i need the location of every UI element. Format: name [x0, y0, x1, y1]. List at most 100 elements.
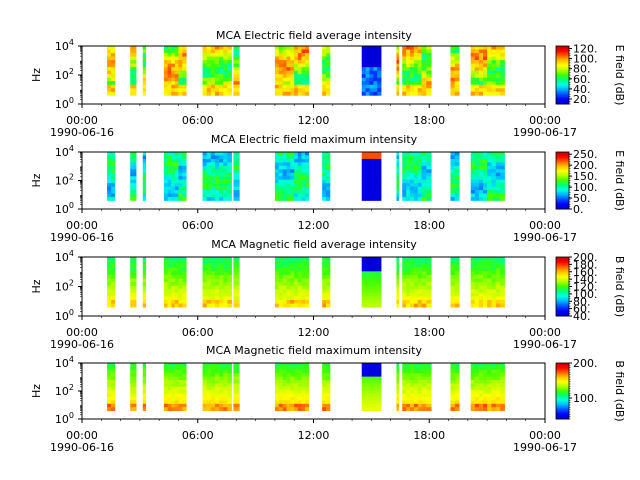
heatmap-cell [223, 296, 228, 301]
heatmap-cell [301, 165, 306, 170]
heatmap-cell [286, 169, 291, 174]
heatmap-cell [426, 271, 432, 276]
heatmap-cell [474, 274, 480, 279]
heatmap-cell [214, 74, 220, 79]
heatmap-cell [182, 383, 187, 388]
heatmap-cell [421, 274, 427, 279]
colorbar-band [556, 159, 569, 162]
heatmap-cell [167, 77, 172, 82]
heatmap-cell [361, 70, 366, 75]
heatmap-cell [361, 299, 366, 304]
heatmap-cell [210, 84, 216, 89]
heatmap-cell [182, 264, 187, 269]
heatmap-cell [326, 152, 331, 156]
heatmap-cell [163, 70, 169, 75]
heatmap-cell [107, 67, 112, 72]
heatmap-cell [107, 369, 112, 374]
heatmap-cell [396, 190, 400, 194]
heatmap-cell [377, 74, 382, 79]
heatmap-cell [474, 296, 480, 301]
heatmap-cell [417, 162, 422, 167]
heatmap-cell [274, 400, 280, 405]
heatmap-cell [178, 63, 183, 68]
heatmap-cell [297, 190, 302, 194]
heatmap-cell [202, 285, 208, 290]
x-ticks: 00:00 06:00 12:00 18:00 00:00 [66, 316, 561, 339]
heatmap-cell [474, 264, 480, 269]
heatmap-cell [396, 70, 400, 75]
heatmap-cell [406, 299, 411, 304]
heatmap-cell [274, 179, 280, 184]
heatmap-cell [202, 77, 208, 82]
heatmap-cell [421, 267, 427, 272]
heatmap-cell [167, 403, 172, 408]
heatmap-cell [402, 46, 407, 50]
heatmap-cell [174, 369, 179, 374]
heatmap-cell [297, 299, 302, 304]
heatmap-cell [454, 296, 460, 301]
heatmap-cell [167, 285, 172, 290]
heatmap-cell [417, 267, 422, 272]
heatmap-cell [305, 53, 310, 57]
date-label-start: 1990-06-16 [50, 338, 114, 351]
heatmap-cell [361, 63, 366, 68]
heatmap-cell [107, 292, 112, 297]
heatmap-cell [274, 282, 280, 287]
heatmap-cell [174, 303, 179, 308]
heatmap-cell [474, 162, 480, 167]
heatmap-cell [206, 376, 212, 381]
heatmap-cell [426, 46, 432, 50]
heatmap-cell [409, 162, 415, 167]
heatmap-cell [206, 158, 212, 163]
heatmap-cell [483, 369, 488, 374]
heatmap-cell [413, 282, 419, 287]
heatmap-cell [500, 46, 505, 50]
heatmap-cell [369, 296, 374, 301]
heatmap-cell [417, 186, 422, 191]
heatmap-cell [182, 60, 187, 65]
heatmap-cell [214, 274, 220, 279]
heatmap-cell [402, 196, 407, 201]
heatmap-cell [163, 172, 169, 177]
heatmap-cell [167, 397, 172, 401]
heatmap-cell [167, 373, 172, 377]
heatmap-cell [421, 60, 427, 65]
heatmap-cell [373, 91, 378, 96]
heatmap-cell [305, 403, 310, 408]
heatmap-cell [470, 179, 476, 184]
heatmap-cell [322, 81, 327, 86]
heatmap-cell [178, 403, 183, 408]
heatmap-cell [454, 169, 460, 174]
heatmap-cell [130, 183, 137, 188]
heatmap-cell [223, 390, 228, 394]
heatmap-cell [454, 390, 460, 394]
heatmap-cell [274, 380, 280, 384]
heatmap-cell [409, 155, 415, 160]
heatmap-cell [495, 158, 501, 163]
heatmap-cell [450, 400, 456, 405]
heatmap-cell [227, 403, 232, 408]
heatmap-cell [487, 369, 492, 374]
heatmap-cell [163, 296, 169, 301]
heatmap-cell [167, 303, 172, 308]
heatmap-cell [178, 56, 183, 61]
heatmap-cell [361, 60, 366, 65]
heatmap-cell [365, 176, 370, 181]
heatmap-cell [282, 172, 287, 177]
heatmap-cell [322, 257, 327, 261]
heatmap-cell [396, 162, 400, 167]
heatmap-cell [409, 74, 415, 79]
heatmap-cell [171, 77, 176, 82]
heatmap-cell [223, 49, 228, 54]
heatmap-cell [470, 155, 476, 160]
heatmap-cell [214, 366, 220, 371]
heatmap-cell [322, 282, 327, 287]
heatmap-cell [107, 193, 112, 198]
heatmap-cell [214, 155, 220, 160]
heatmap-cell [110, 380, 116, 384]
heatmap-cell [396, 278, 400, 283]
heatmap-cell [142, 172, 147, 177]
heatmap-cell [470, 190, 476, 194]
heatmap-cell [182, 46, 187, 50]
heatmap-cell [483, 91, 488, 96]
